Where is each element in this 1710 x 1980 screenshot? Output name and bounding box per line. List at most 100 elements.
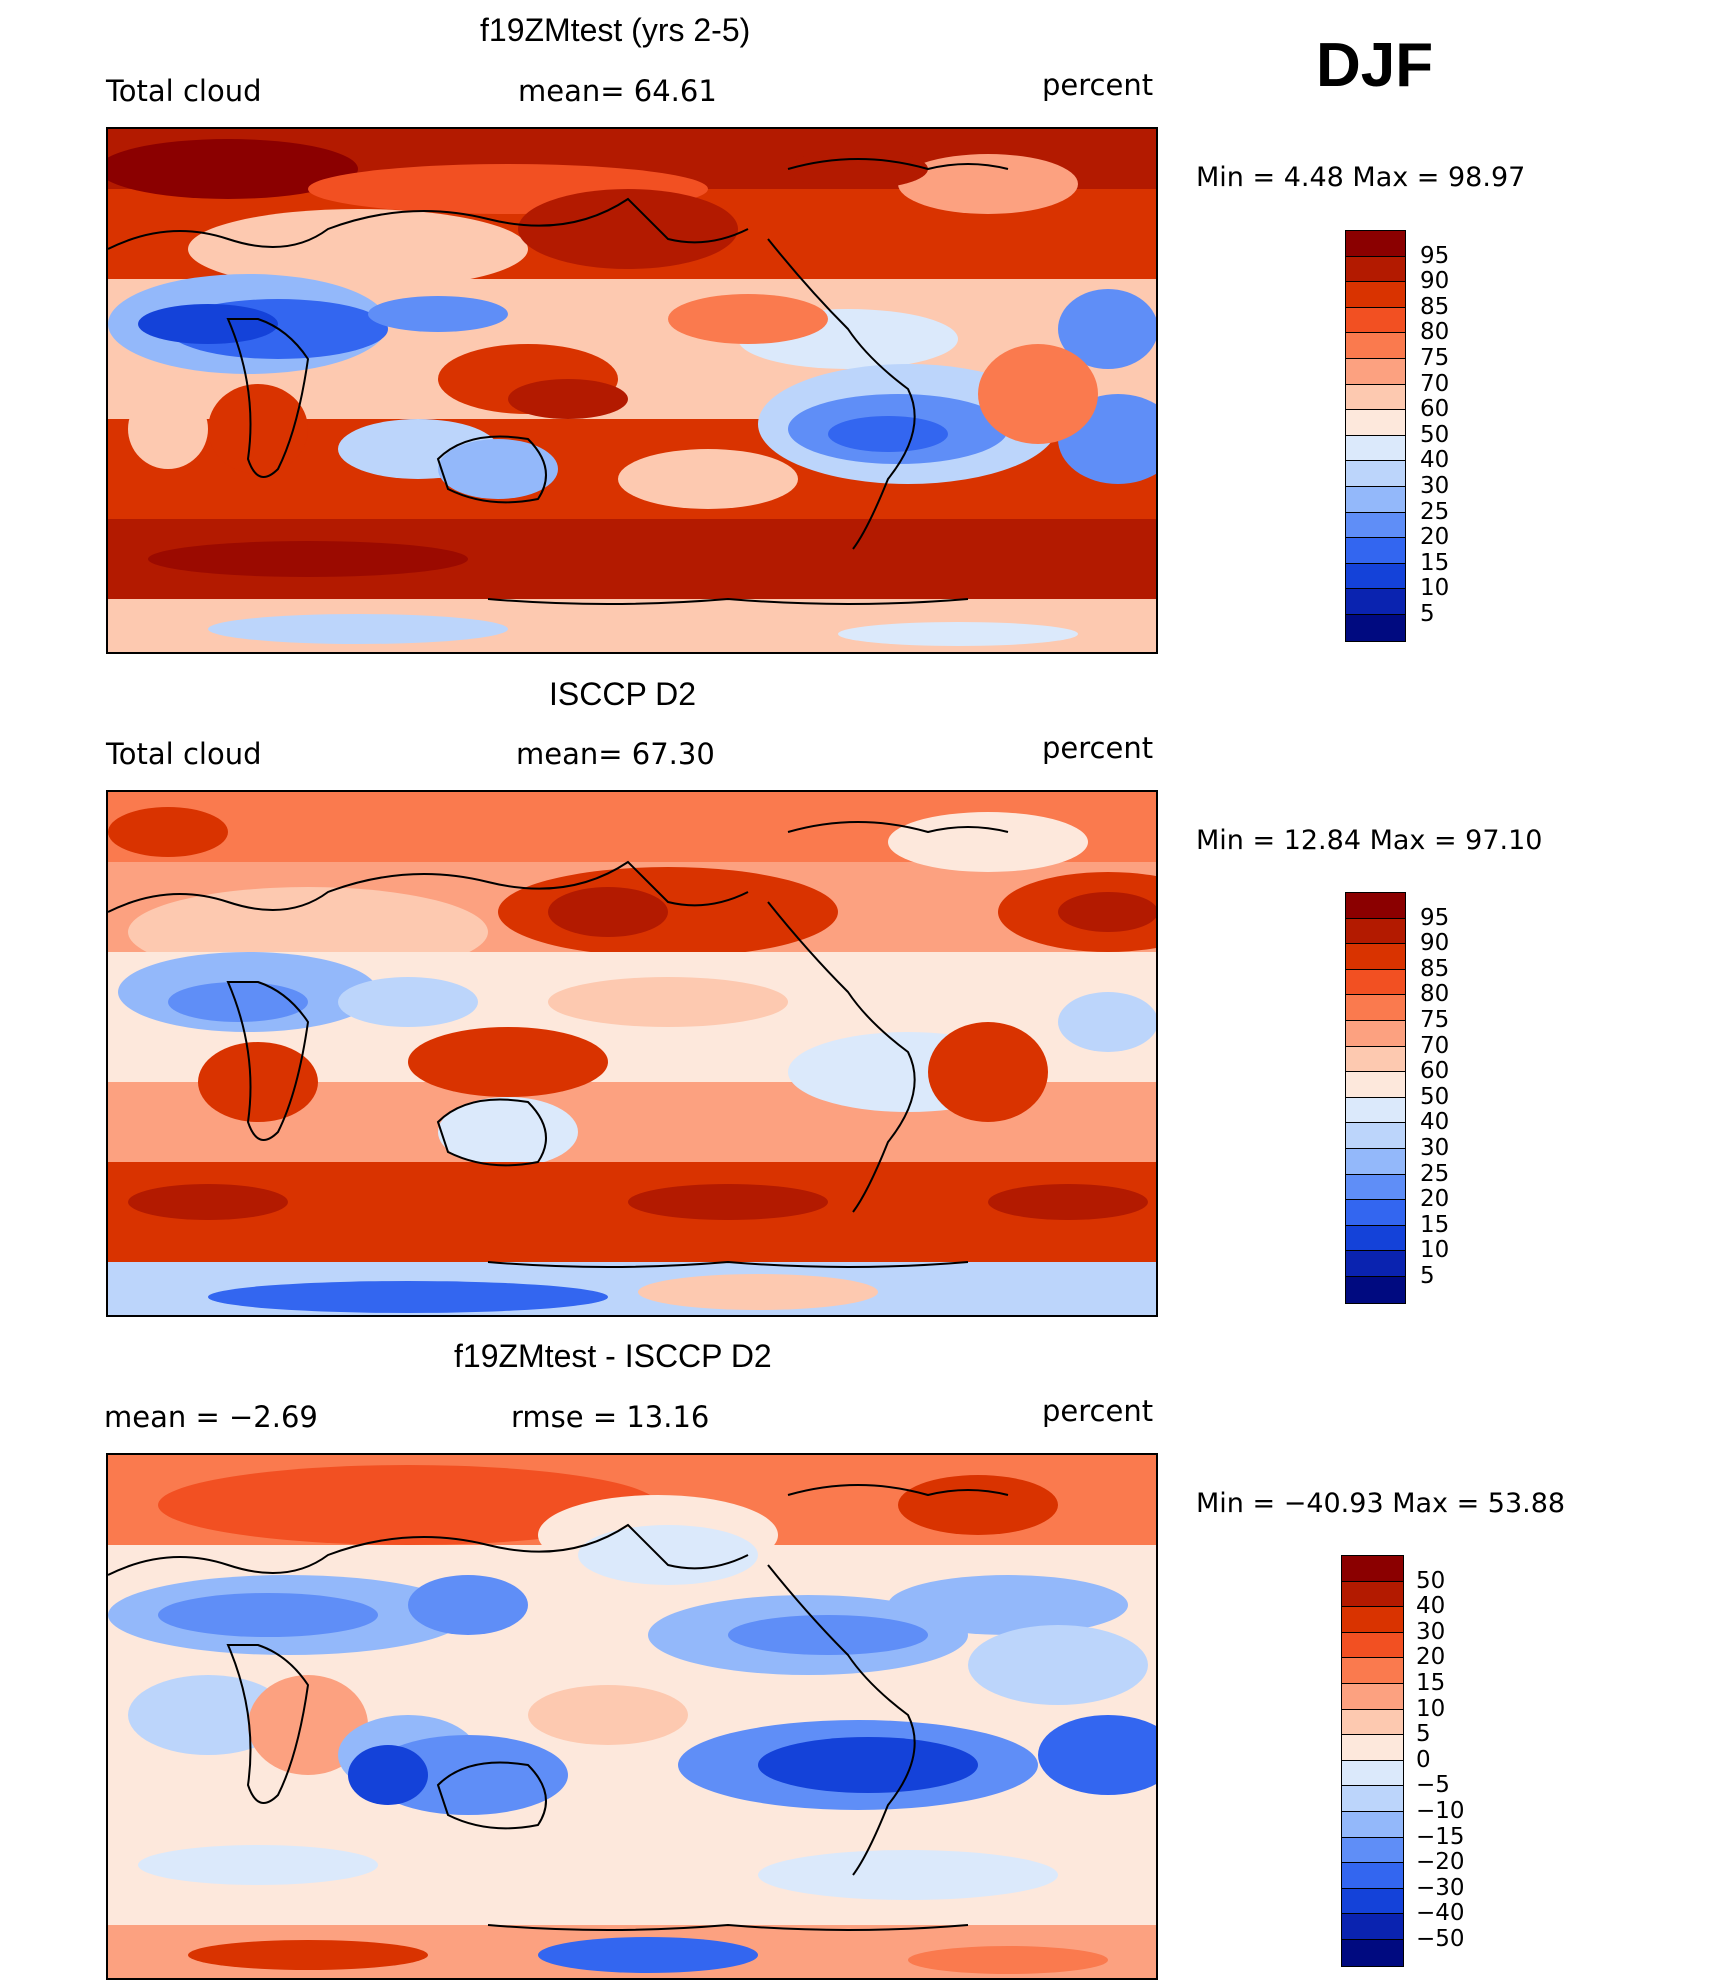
colorbar-1-swatch (1346, 333, 1405, 359)
colorbar-3-tick-label: −10 (1416, 1798, 1465, 1824)
colorbar-1-swatch (1346, 282, 1405, 308)
colorbar-2-swatch (1346, 1046, 1405, 1073)
colorbar-3-swatch (1342, 1914, 1403, 1940)
colorbar-3-tick-label: −5 (1416, 1772, 1450, 1799)
panel-3-rmse-label: rmse = 13.16 (511, 1400, 710, 1434)
panel-2-title: ISCCP D2 (549, 676, 697, 712)
colorbar-3-tick-label: −20 (1416, 1849, 1465, 1876)
colorbar-3-swatch (1342, 1658, 1403, 1684)
colorbar-2-swatch (1346, 1276, 1405, 1303)
colorbar-3-swatch (1342, 1939, 1403, 1966)
panel-2-coastlines (108, 821, 1009, 1268)
colorbar-3-swatch (1342, 1632, 1403, 1659)
colorbar-1-tick-label: 20 (1420, 524, 1450, 551)
panel-3-mean-label: mean = −2.69 (104, 1400, 318, 1434)
colorbar-2-tick-label: 95 (1420, 904, 1450, 931)
colorbar-2-tick-label: 85 (1420, 955, 1450, 982)
panel-1-mean-label: mean= 64.61 (518, 74, 717, 108)
colorbar-2-swatch (1346, 944, 1405, 970)
colorbar-2-swatch (1346, 1148, 1405, 1175)
colorbar-3-swatch (1342, 1556, 1403, 1582)
colorbar-3-swatch (1342, 1709, 1403, 1736)
panel-2-map (106, 790, 1158, 1317)
colorbar-3-tick-label: −50 (1416, 1926, 1465, 1952)
colorbar-1-tick-label: 95 (1420, 242, 1450, 269)
colorbar-1-swatch (1346, 614, 1405, 641)
colorbar-1-swatch (1346, 486, 1405, 513)
colorbar-3-tick-label: −15 (1416, 1823, 1465, 1850)
colorbar-3-swatch (1342, 1760, 1403, 1787)
colorbar-1-tick-label: 85 (1420, 293, 1450, 320)
colorbar-3-tick-label: 40 (1416, 1593, 1446, 1620)
panel-1-units-label: percent (1042, 68, 1154, 102)
colorbar-1-tick-label: 30 (1420, 473, 1450, 499)
colorbar-2-tick-label: 15 (1420, 1211, 1450, 1238)
colorbar-1-swatch (1346, 461, 1405, 487)
colorbar-1-tick-label: 70 (1420, 370, 1450, 397)
colorbar-1-tick-label: 40 (1420, 447, 1450, 474)
colorbar-2-tick-label: 25 (1420, 1160, 1450, 1187)
colorbar-3-tick-label: −40 (1416, 1900, 1465, 1927)
colorbar-3-swatch (1342, 1888, 1403, 1915)
colorbar-2-tick-label: 30 (1420, 1135, 1450, 1161)
colorbar-3-swatch (1342, 1735, 1403, 1761)
panel-2-mean-label: mean= 67.30 (516, 737, 715, 771)
panel-1-variable-label: Total cloud (106, 74, 262, 108)
colorbar-1-swatch (1346, 512, 1405, 539)
colorbar-1-tick-label: 25 (1420, 498, 1450, 525)
colorbar-2-tick-label: 70 (1420, 1032, 1450, 1059)
panel-1-title: f19ZMtest (yrs 2-5) (480, 12, 751, 48)
colorbar-2-swatch (1346, 969, 1405, 996)
colorbar-3-swatch (1342, 1607, 1403, 1633)
colorbar-1-tick-label: 15 (1420, 549, 1450, 576)
panel-2-contour-field (108, 792, 1156, 1315)
colorbar-3-tick-label: 10 (1416, 1695, 1446, 1722)
colorbar-3-tick-label: 20 (1416, 1644, 1446, 1671)
panel-3-units-label: percent (1042, 1394, 1154, 1428)
colorbar-3-swatch (1342, 1811, 1403, 1838)
colorbar-3-swatch (1342, 1863, 1403, 1889)
panel-3-map (106, 1453, 1158, 1980)
colorbar-2-tick-label: 20 (1420, 1186, 1450, 1213)
panel-3-title: f19ZMtest - ISCCP D2 (454, 1338, 772, 1374)
panel-2-minmax: Min = 12.84 Max = 97.10 (1196, 825, 1543, 856)
colorbar-1-swatch (1346, 435, 1405, 462)
panel-2-units-label: percent (1042, 731, 1154, 765)
colorbar-1-tick-label: 5 (1420, 601, 1435, 627)
colorbar-3-swatch (1342, 1837, 1403, 1864)
colorbar-1-swatch (1346, 538, 1405, 564)
colorbar-3-tick-label: 15 (1416, 1670, 1446, 1696)
colorbar-3-tick-label: 0 (1416, 1746, 1431, 1773)
panel-2-variable-label: Total cloud (106, 737, 262, 771)
colorbar-2-swatch (1346, 1251, 1405, 1277)
colorbar-1-swatch (1346, 563, 1405, 590)
colorbar-3-swatch (1342, 1581, 1403, 1608)
colorbar-2-swatch (1346, 1200, 1405, 1226)
colorbar-2-swatch (1346, 995, 1405, 1021)
colorbar-1-swatch (1346, 384, 1405, 411)
colorbar-2-tick-label: 40 (1420, 1109, 1450, 1136)
colorbar-1-tick-label: 50 (1420, 421, 1450, 448)
panel-3-coastlines (108, 1484, 1009, 1931)
colorbar-1-tick-label: 75 (1420, 345, 1450, 371)
colorbar-2-swatch (1346, 1020, 1405, 1047)
colorbar-1-tick-label: 60 (1420, 396, 1450, 423)
colorbar-1-swatch (1346, 410, 1405, 436)
panel-1-contour-field (108, 129, 1156, 652)
colorbar-1-tick-label: 80 (1420, 319, 1450, 346)
colorbar-2-tick-label: 90 (1420, 930, 1450, 957)
colorbar-2-swatch (1346, 1174, 1405, 1201)
colorbar-2-tick-label: 60 (1420, 1058, 1450, 1085)
panel-1-colorbar (1345, 230, 1406, 642)
colorbar-1-swatch (1346, 231, 1405, 257)
colorbar-3-tick-label: 30 (1416, 1618, 1446, 1645)
colorbar-2-tick-label: 10 (1420, 1237, 1450, 1264)
colorbar-2-swatch (1346, 1123, 1405, 1149)
colorbar-2-swatch (1346, 893, 1405, 919)
colorbar-2-swatch (1346, 1097, 1405, 1124)
colorbar-3-swatch (1342, 1683, 1403, 1710)
colorbar-1-swatch (1346, 358, 1405, 385)
colorbar-1-tick-label: 90 (1420, 268, 1450, 295)
panel-3-minmax: Min = −40.93 Max = 53.88 (1196, 1488, 1566, 1519)
colorbar-1-swatch (1346, 589, 1405, 615)
